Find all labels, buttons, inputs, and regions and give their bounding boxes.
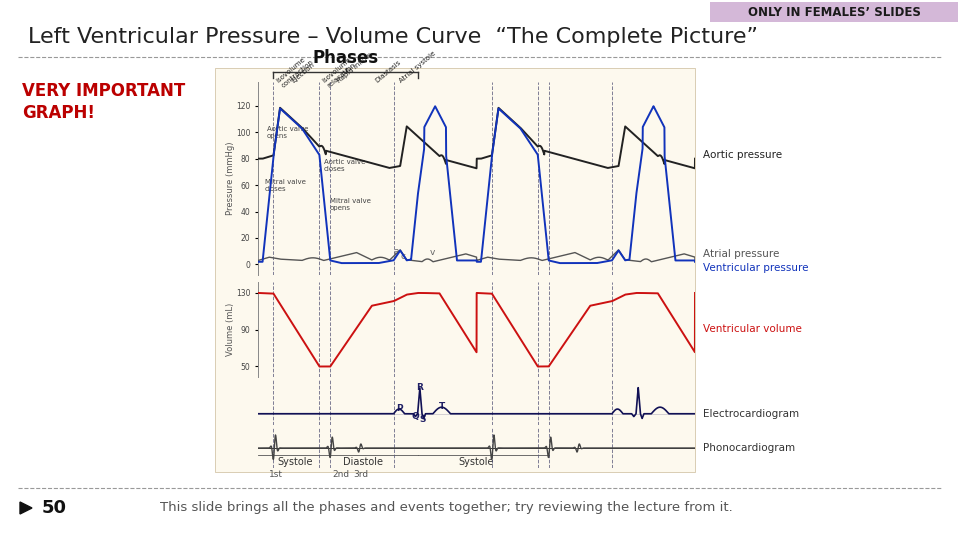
Text: P: P (396, 404, 402, 413)
Text: Diastasis: Diastasis (373, 59, 401, 84)
Text: 1st: 1st (269, 470, 282, 479)
Text: Diastole: Diastole (343, 457, 383, 467)
Text: 2nd: 2nd (332, 470, 349, 479)
Text: Atrial systole: Atrial systole (397, 50, 437, 84)
Text: VERY IMPORTANT
GRAPH!: VERY IMPORTANT GRAPH! (22, 82, 185, 122)
Text: c: c (401, 252, 406, 261)
Text: Isovolume
relaxation: Isovolume relaxation (322, 56, 357, 89)
Text: Rapid inflow: Rapid inflow (337, 51, 373, 84)
Text: This slide brings all the phases and events together; try reviewing the lecture : This slide brings all the phases and eve… (160, 502, 732, 515)
Text: Systole: Systole (277, 457, 313, 467)
Text: v: v (430, 248, 436, 257)
Text: R: R (416, 383, 422, 391)
FancyBboxPatch shape (215, 68, 695, 472)
Y-axis label: Volume (mL): Volume (mL) (226, 303, 234, 356)
Text: Electrocardiogram: Electrocardiogram (703, 409, 799, 419)
Text: Left Ventricular Pressure – Volume Curve  “The Complete Picture”: Left Ventricular Pressure – Volume Curve… (28, 27, 758, 47)
Text: Atrial pressure: Atrial pressure (703, 249, 780, 259)
Text: 3rd: 3rd (353, 470, 369, 479)
Text: Aortic valve
closes: Aortic valve closes (324, 159, 365, 172)
Text: Q: Q (411, 413, 419, 421)
Text: Ventricular volume: Ventricular volume (703, 325, 802, 334)
Text: Ejection: Ejection (291, 61, 316, 84)
Text: Mitral valve
closes: Mitral valve closes (265, 179, 305, 192)
Text: Ventricular pressure: Ventricular pressure (703, 264, 808, 273)
Text: Mitral valve
opens: Mitral valve opens (330, 198, 371, 212)
Text: Isovolume
contraction: Isovolume contraction (276, 53, 314, 89)
FancyBboxPatch shape (710, 2, 958, 22)
Text: ONLY IN FEMALES’ SLIDES: ONLY IN FEMALES’ SLIDES (748, 5, 921, 18)
Text: a: a (393, 247, 398, 256)
Text: T: T (439, 402, 444, 411)
Text: Phonocardiogram: Phonocardiogram (703, 443, 795, 453)
Y-axis label: Pressure (mmHg): Pressure (mmHg) (226, 141, 234, 215)
Text: Phases: Phases (313, 49, 378, 67)
Text: Aortic pressure: Aortic pressure (703, 150, 782, 160)
Text: 50: 50 (42, 499, 67, 517)
Polygon shape (20, 502, 32, 514)
Text: S: S (420, 415, 426, 423)
Text: Aortic valve
opens: Aortic valve opens (267, 126, 308, 139)
Text: Systole: Systole (459, 457, 494, 467)
